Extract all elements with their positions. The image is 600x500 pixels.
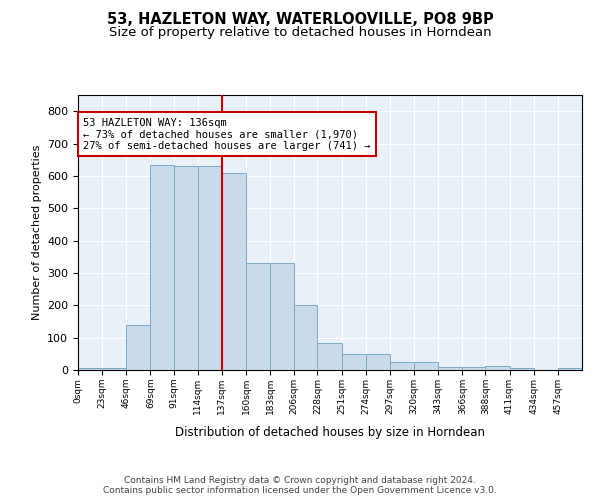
Bar bbox=[198, 166, 222, 370]
Text: Contains HM Land Registry data © Crown copyright and database right 2024.
Contai: Contains HM Land Registry data © Crown c… bbox=[103, 476, 497, 495]
Bar bbox=[246, 263, 270, 370]
Text: Distribution of detached houses by size in Horndean: Distribution of detached houses by size … bbox=[175, 426, 485, 439]
Text: Size of property relative to detached houses in Horndean: Size of property relative to detached ho… bbox=[109, 26, 491, 39]
Bar bbox=[270, 263, 294, 370]
Bar bbox=[102, 368, 127, 370]
Text: 53, HAZLETON WAY, WATERLOOVILLE, PO8 9BP: 53, HAZLETON WAY, WATERLOOVILLE, PO8 9BP bbox=[107, 12, 493, 28]
Bar bbox=[485, 366, 509, 370]
Bar bbox=[438, 367, 463, 370]
Bar bbox=[366, 354, 390, 370]
Bar bbox=[127, 324, 151, 370]
Bar bbox=[463, 367, 485, 370]
Bar bbox=[390, 362, 414, 370]
Text: 53 HAZLETON WAY: 136sqm
← 73% of detached houses are smaller (1,970)
27% of semi: 53 HAZLETON WAY: 136sqm ← 73% of detache… bbox=[83, 118, 371, 151]
Bar bbox=[173, 166, 198, 370]
Bar bbox=[414, 362, 438, 370]
Bar bbox=[317, 342, 341, 370]
Bar bbox=[78, 368, 102, 370]
Bar bbox=[295, 306, 317, 370]
Bar bbox=[509, 368, 534, 370]
Bar bbox=[558, 368, 582, 370]
Bar bbox=[341, 354, 366, 370]
Bar bbox=[151, 164, 173, 370]
Y-axis label: Number of detached properties: Number of detached properties bbox=[32, 145, 41, 320]
Bar bbox=[222, 172, 246, 370]
